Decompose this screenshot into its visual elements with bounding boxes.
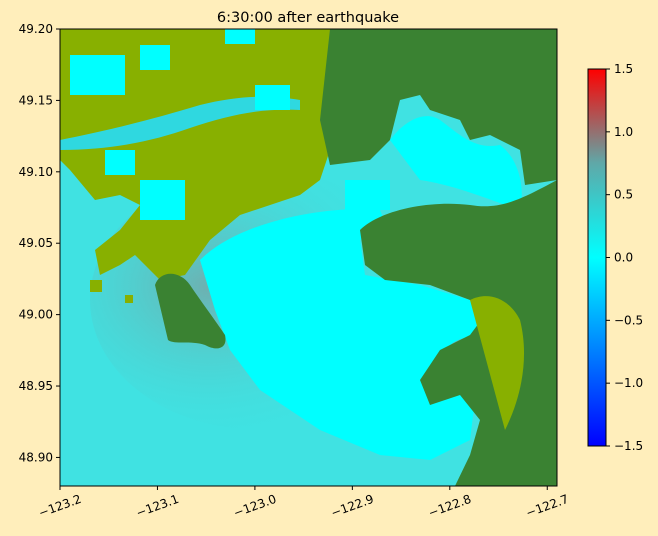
water-patch xyxy=(255,85,290,110)
y-tick-label: 49.20 xyxy=(19,22,53,36)
heatmap xyxy=(60,29,557,486)
x-tick-label: −123.1 xyxy=(134,492,181,520)
plot-frame xyxy=(59,28,558,487)
x-axis: −123.2 −123.1 −123.0 −122.9 −122.8 −122.7 xyxy=(37,486,571,520)
water-patch xyxy=(225,29,255,44)
land-island xyxy=(90,280,102,292)
water-patch xyxy=(140,180,185,220)
water-fraser-river xyxy=(60,96,300,150)
land-upland-northeast xyxy=(320,29,557,185)
water-boundary-bay xyxy=(200,209,480,460)
colorbar-axis: −1.5 −1.0 −0.5 0.0 0.5 1.0 1.5 xyxy=(606,62,643,453)
x-tick-label: −122.7 xyxy=(524,492,571,520)
y-tick-label: 49.00 xyxy=(19,308,53,322)
colorbar-tick-label: 0.0 xyxy=(614,251,633,265)
land-island xyxy=(125,295,133,303)
colorbar-tick-label: 1.0 xyxy=(614,125,633,139)
colorbar-tick-label: −1.0 xyxy=(614,376,643,390)
y-tick-label: 48.95 xyxy=(19,379,53,393)
y-tick-label: 49.15 xyxy=(19,93,53,107)
colorbar xyxy=(587,68,607,447)
y-tick-label: 48.90 xyxy=(19,450,53,464)
y-tick-label: 49.10 xyxy=(19,165,53,179)
x-tick-label: −122.9 xyxy=(329,492,376,520)
colorbar-tick-label: −0.5 xyxy=(614,313,643,327)
land-point-roberts xyxy=(155,273,226,349)
water-mud-bay xyxy=(390,116,522,210)
water-patch xyxy=(70,55,125,95)
land-lowland-southeast xyxy=(470,296,525,430)
colorbar-tick-label: 1.5 xyxy=(614,62,633,76)
water-patch xyxy=(105,150,135,175)
x-tick-label: −123.2 xyxy=(37,492,84,520)
x-tick-label: −123.0 xyxy=(232,492,279,520)
water-patch xyxy=(140,45,170,70)
y-axis: 48.90 48.95 49.00 49.05 49.10 49.15 49.20 xyxy=(19,22,60,464)
water-patch xyxy=(345,180,390,210)
y-tick-label: 49.05 xyxy=(19,236,53,250)
x-tick-label: −122.8 xyxy=(427,492,474,520)
colorbar-tick-label: −1.5 xyxy=(614,439,643,453)
colorbar-tick-label: 0.5 xyxy=(614,188,633,202)
chart-title: 6:30:00 after earthquake xyxy=(217,10,399,26)
